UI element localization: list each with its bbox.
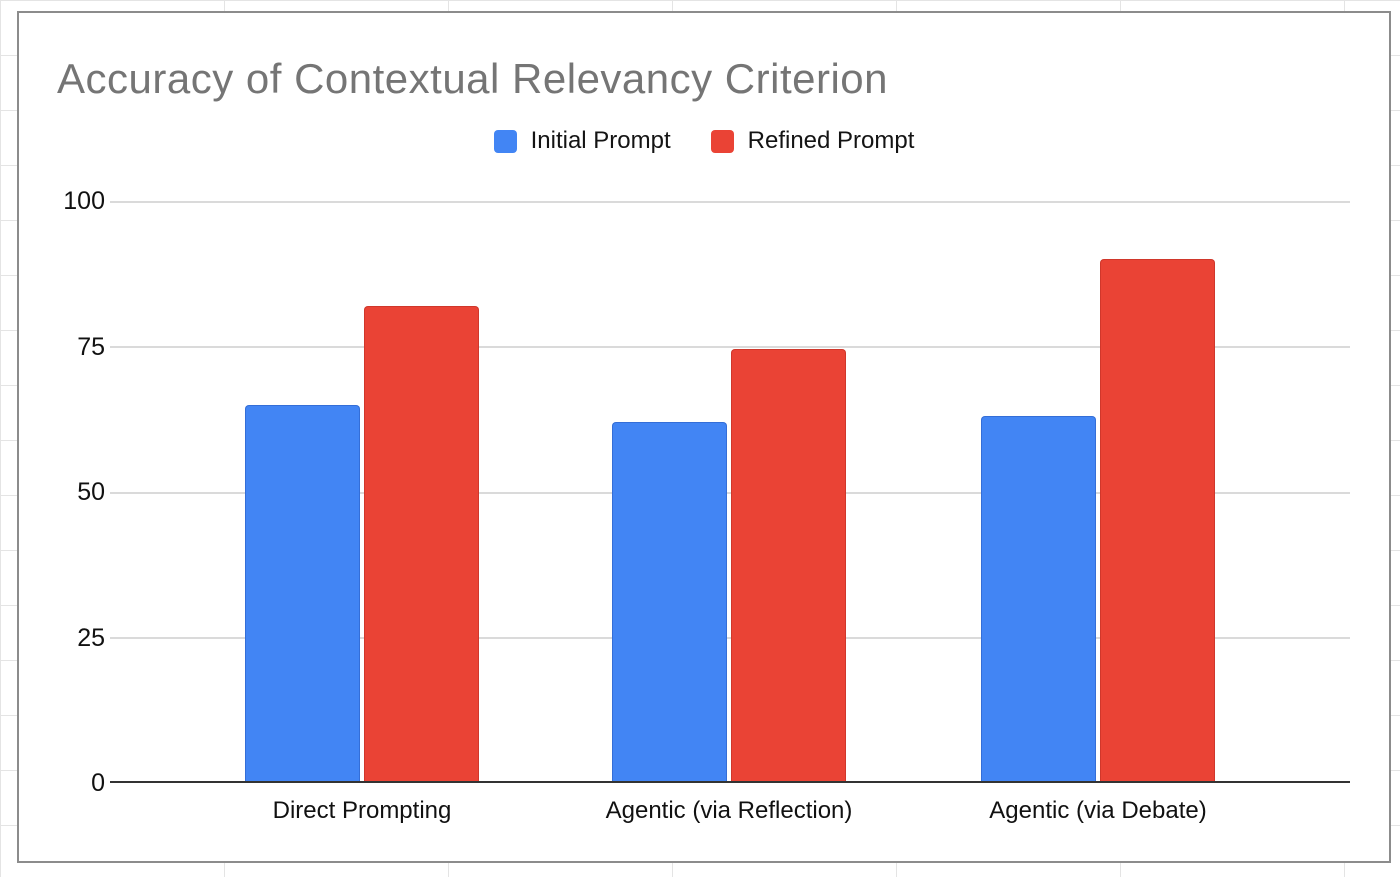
bar-refined-prompt-3[interactable]: [1100, 259, 1215, 783]
legend-label-initial-prompt: Initial Prompt: [530, 127, 671, 154]
legend-item-refined-prompt[interactable]: Refined Prompt: [710, 127, 915, 155]
gridline-50: [110, 492, 1350, 494]
bar-refined-prompt-2[interactable]: [731, 349, 846, 783]
bar-initial-prompt-1[interactable]: [245, 405, 360, 783]
y-tick-25: 25: [77, 624, 105, 652]
x-axis-line: [110, 781, 1350, 783]
x-axis-labels: Direct Prompting Agentic (via Reflection)…: [110, 797, 1350, 829]
y-tick-100: 100: [63, 187, 105, 215]
embedded-chart[interactable]: Accuracy of Contextual Relevancy Criteri…: [17, 11, 1391, 863]
legend-item-initial-prompt[interactable]: Initial Prompt: [493, 127, 671, 155]
gridline-75: [110, 346, 1350, 348]
x-axis-label-2: Agentic (via Reflection): [605, 797, 853, 824]
chart-title: Accuracy of Contextual Relevancy Criteri…: [57, 55, 889, 102]
legend-label-refined-prompt: Refined Prompt: [747, 127, 915, 154]
gridline-25: [110, 637, 1350, 639]
x-axis-label-3: Agentic (via Debate): [989, 797, 1207, 824]
legend-swatch-blue-icon: [493, 129, 517, 153]
legend: Initial Prompt Refined Prompt: [19, 127, 1389, 155]
gridline-100: [110, 201, 1350, 203]
bar-refined-prompt-1[interactable]: [364, 306, 479, 783]
y-tick-50: 50: [77, 478, 105, 506]
bar-initial-prompt-2[interactable]: [612, 422, 727, 783]
y-tick-0: 0: [91, 769, 105, 797]
y-tick-75: 75: [77, 333, 105, 361]
plot-area: [110, 201, 1350, 783]
legend-swatch-red-icon: [710, 129, 734, 153]
bar-initial-prompt-3[interactable]: [981, 416, 1096, 783]
x-axis-label-1: Direct Prompting: [272, 797, 452, 824]
